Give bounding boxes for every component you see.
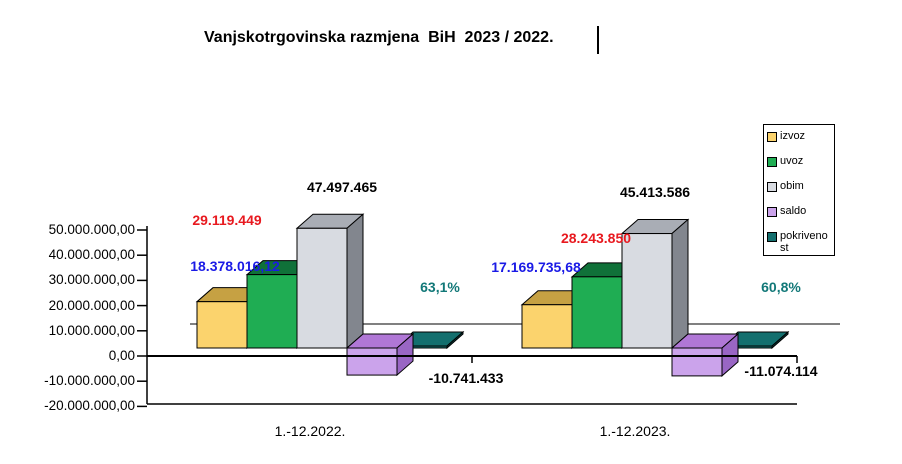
legend-label: saldo [780, 205, 807, 217]
data-label-pokrivenost-2023: 60,8% [761, 279, 801, 295]
legend-label: izvoz [780, 130, 806, 142]
y-axis-tick-label: -10.000.000,00 [44, 373, 135, 388]
bar-obim-2022-front[interactable] [296, 227, 348, 349]
legend-label: uvoz [780, 155, 804, 167]
value-axis-ticks [137, 229, 147, 408]
y-axis-tick-label: 0,00 [108, 348, 135, 363]
y-axis-tick-label: -20.000.000,00 [44, 398, 135, 413]
legend-swatch-uvoz [767, 157, 777, 167]
legend-swatch-pokrivenost [767, 232, 777, 242]
data-label-uvoz-2023: 28.243.850 [560, 230, 632, 246]
legend-item-pokrivenost[interactable]: pokrivenost [767, 230, 832, 254]
y-axis-tick-label: 40.000.000,00 [48, 247, 135, 262]
data-label-izvoz-2022: 18.378.016,12 [190, 258, 280, 274]
legend-swatch-saldo [767, 207, 777, 217]
bar-obim-2023-front[interactable] [621, 233, 673, 349]
legend-swatch-izvoz [767, 132, 777, 142]
legend-item-obim[interactable]: obim [767, 180, 832, 192]
data-label-pokrivenost-2022: 63,1% [420, 279, 460, 295]
data-label-saldo-2022: -10.741.433 [428, 370, 504, 386]
bars-layer [195, 213, 790, 378]
bar-obim-2023-side[interactable] [671, 218, 689, 350]
y-axis-tick-label: 10.000.000,00 [48, 323, 135, 338]
bar-saldo-2023-front[interactable] [671, 347, 723, 377]
chart-title[interactable]: Vanjskotrgovinska razmjena BiH 2023 / 20… [204, 29, 554, 46]
category-label-2022: 1.-12.2022. [274, 423, 346, 439]
y-axis-tick-label: 20.000.000,00 [48, 298, 135, 313]
data-label-saldo-2023: -11.074.114 [744, 363, 818, 379]
bar-saldo-2022-front[interactable] [346, 347, 398, 376]
y-axis-tick-label: 30.000.000,00 [48, 272, 135, 287]
category-label-2023: 1.-12.2023. [599, 423, 671, 439]
data-label-uvoz-2022: 29.119.449 [192, 212, 262, 228]
legend-label: pokrivenost [780, 230, 828, 254]
bar-obim-2022-side[interactable] [346, 213, 364, 350]
y-axis-tick-label: 50.000.000,00 [48, 222, 135, 237]
legend-swatch-obim [767, 182, 777, 192]
legend-item-saldo[interactable]: saldo [767, 205, 832, 217]
legend-item-uvoz[interactable]: uvoz [767, 155, 832, 167]
legend-label: obim [780, 180, 804, 192]
title-edit-cursor [597, 26, 599, 54]
legend[interactable]: izvoz uvoz obim saldo pokrivenost [763, 124, 835, 256]
data-label-obim-2023: 45.413.586 [619, 184, 691, 200]
bar-uvoz-2022-front[interactable] [246, 274, 298, 349]
bar-uvoz-2023-front[interactable] [571, 276, 623, 349]
legend-item-izvoz[interactable]: izvoz [767, 130, 832, 142]
data-label-izvoz-2023: 17.169.735,68 [491, 259, 581, 275]
bar-izvoz-2022-front[interactable] [196, 301, 248, 349]
bar-izvoz-2023-front[interactable] [521, 304, 573, 349]
data-label-obim-2022: 47.497.465 [306, 179, 378, 195]
